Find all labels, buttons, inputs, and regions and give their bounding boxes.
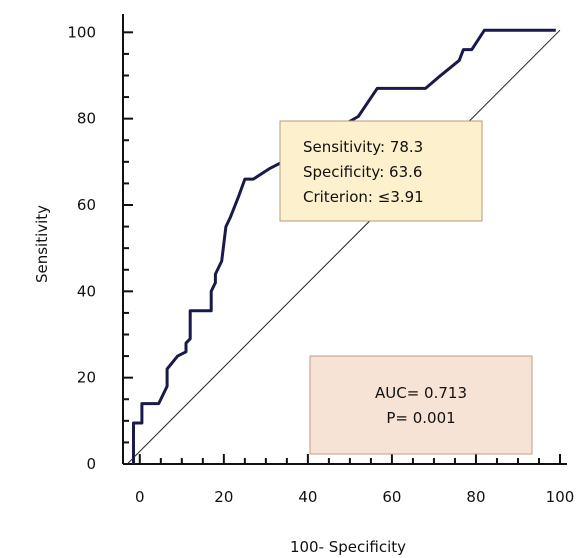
- axes: 0 20 40 60 80 100 0 20 40 60 80 100: [67, 14, 574, 506]
- auc-line-1: AUC= 0.713: [375, 384, 467, 402]
- reference-diagonal-line: [126, 29, 561, 465]
- x-tick-label: 0: [135, 488, 145, 506]
- x-tick-label: 80: [466, 488, 485, 506]
- criterion-line-3: Criterion: ≤3.91: [303, 188, 424, 206]
- x-tick-label: 60: [382, 488, 401, 506]
- y-tick-label: 0: [86, 455, 96, 473]
- x-tick-label: 100: [546, 488, 575, 506]
- chart-marks: [126, 28, 561, 465]
- auc-line-2: P= 0.001: [386, 409, 455, 427]
- y-tick-label: 80: [77, 110, 96, 128]
- roc-curve-line: [132, 28, 556, 464]
- x-axis-title: 100- Specificity: [290, 538, 406, 556]
- y-tick-label: 60: [77, 196, 96, 214]
- auc-box: [309, 355, 533, 455]
- y-tick-label: 20: [77, 369, 96, 387]
- criterion-line-1: Sensitivity: 78.3: [303, 138, 423, 156]
- y-tick-label: 40: [77, 282, 96, 300]
- criterion-line-2: Specificity: 63.6: [303, 163, 422, 181]
- criterion-box: [279, 120, 483, 222]
- y-tick-label: 100: [67, 23, 96, 41]
- x-tick-label: 20: [214, 488, 233, 506]
- annotations: Sensitivity: 78.3 Specificity: 63.6 Crit…: [279, 120, 533, 455]
- x-tick-label: 40: [298, 488, 317, 506]
- y-axis-title: Sensitivity: [33, 205, 51, 283]
